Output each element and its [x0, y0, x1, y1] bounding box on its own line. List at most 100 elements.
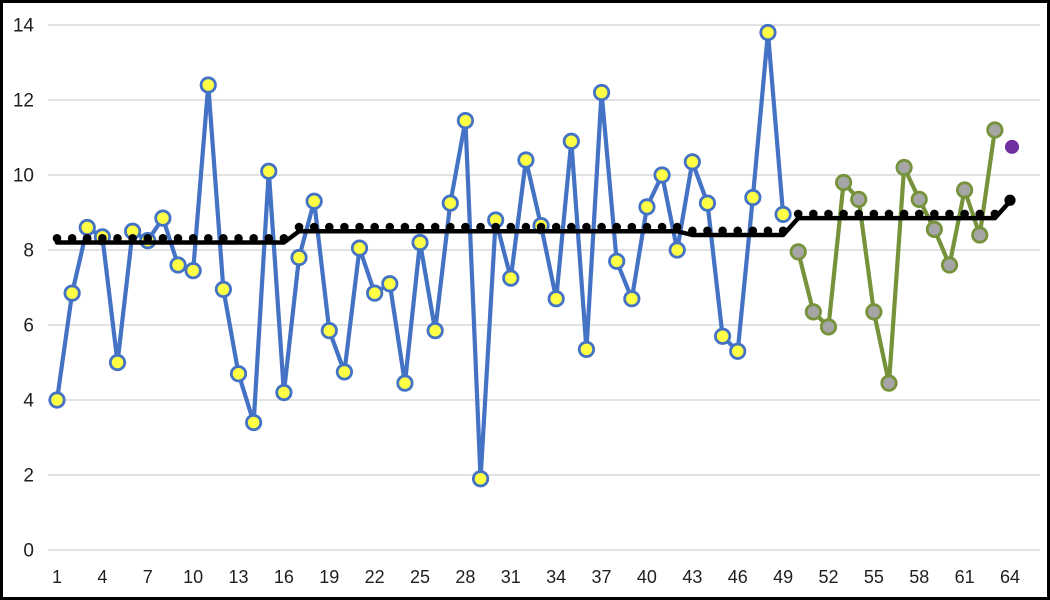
reference-line-dot — [672, 222, 682, 232]
reference-line-dot — [567, 222, 576, 232]
data-point-marker — [78, 218, 96, 237]
data-point-marker — [184, 262, 202, 280]
x-tick-label: 43 — [682, 567, 702, 587]
reference-line-dot — [793, 209, 803, 219]
reference-line-dot — [642, 222, 652, 232]
data-point-marker — [305, 192, 323, 210]
reference-line-dot — [960, 209, 969, 219]
data-point-marker — [366, 284, 384, 302]
reference-line-dot — [612, 222, 621, 232]
data-point-marker — [608, 252, 626, 270]
reference-line-dot — [945, 209, 954, 219]
x-tick-label: 55 — [864, 567, 884, 587]
data-point-marker — [396, 374, 414, 392]
x-tick-label: 46 — [728, 567, 748, 587]
reference-line-dot — [884, 209, 894, 219]
x-tick-label: 31 — [501, 567, 521, 587]
reference-line-dot — [430, 222, 440, 232]
reference-line-dot — [718, 226, 727, 236]
reference-line-dot — [748, 226, 758, 236]
data-point-marker — [850, 190, 868, 208]
single-point-marker — [1005, 139, 1020, 154]
x-tick-label: 40 — [637, 567, 657, 587]
reference-line-dot — [82, 234, 92, 243]
data-point-marker — [275, 383, 293, 402]
reference-line-dot — [491, 222, 500, 232]
reference-line-dot — [98, 234, 107, 243]
reference-line-dot — [521, 222, 531, 232]
x-tick-label: 1 — [52, 567, 62, 587]
reference-line-dot — [67, 234, 77, 243]
reference-line-dot — [551, 222, 561, 232]
series-phase-1-blue-line-yellow-markers — [48, 23, 792, 488]
reference-line-dot — [219, 234, 228, 243]
y-tick-label: 12 — [13, 91, 34, 112]
reference-line-dot — [370, 222, 379, 232]
reference-line-dot — [203, 234, 213, 243]
reference-line-dot — [930, 209, 939, 219]
reference-line-dot — [582, 222, 591, 232]
reference-line-dot — [763, 226, 773, 236]
reference-line-dot — [158, 234, 168, 243]
data-point-marker — [517, 151, 535, 169]
y-tick-label: 14 — [13, 16, 35, 37]
data-point-marker — [199, 76, 217, 94]
data-point-marker — [154, 209, 172, 227]
x-tick-label: 16 — [274, 567, 294, 587]
data-point-marker — [819, 318, 838, 336]
data-point-marker — [411, 233, 429, 252]
series-isolated-purple-point — [1005, 139, 1020, 154]
x-tick-label: 34 — [546, 567, 566, 587]
x-tick-label: 4 — [97, 567, 107, 587]
data-point-marker — [956, 181, 974, 199]
data-point-marker — [48, 391, 66, 409]
data-point-marker — [729, 342, 747, 360]
data-point-marker — [245, 413, 263, 432]
y-tick-label: 2 — [23, 466, 34, 487]
x-tick-label: 22 — [365, 567, 385, 587]
data-point-marker — [441, 194, 459, 212]
y-axis-tick-labels: 0 2 4 6 8 10 12 14 — [13, 16, 35, 562]
reference-line-dot — [899, 209, 909, 219]
series-line — [796, 127, 997, 386]
data-point-marker — [971, 226, 989, 244]
x-tick-label: 49 — [773, 567, 793, 587]
data-point-marker — [214, 280, 232, 298]
data-point-marker — [713, 327, 732, 345]
reference-line-dot — [188, 234, 198, 243]
data-point-marker — [880, 374, 898, 392]
data-point-marker — [381, 275, 399, 293]
y-tick-label: 8 — [23, 241, 34, 262]
reference-line-dot — [385, 222, 395, 232]
data-point-marker — [169, 256, 187, 274]
x-axis-tick-labels: 1 4 7 10 13 16 19 22 25 28 31 34 37 40 43 46 49 52 55 58 61 6… — [52, 567, 1020, 587]
data-point-marker — [835, 173, 853, 192]
data-point-marker — [577, 340, 596, 358]
reference-line-dot — [249, 234, 258, 243]
reference-line-dot — [355, 222, 364, 232]
reference-line-dot — [688, 226, 697, 236]
data-point-marker — [592, 83, 611, 102]
data-point-marker — [320, 322, 338, 340]
data-point-marker — [562, 132, 580, 150]
reference-line-dot — [914, 209, 924, 219]
reference-line-dot — [536, 222, 546, 232]
reference-line-dot — [461, 222, 470, 232]
data-point-marker — [668, 241, 686, 259]
reference-line-dot — [279, 234, 289, 243]
data-point-marker — [683, 153, 701, 171]
data-point-marker — [804, 303, 822, 321]
reference-line-dot — [657, 222, 667, 232]
data-point-marker — [910, 190, 928, 208]
data-point-marker — [623, 290, 641, 308]
x-tick-label: 7 — [143, 567, 153, 587]
data-point-marker — [940, 256, 959, 274]
data-point-marker — [456, 112, 475, 130]
data-point-marker — [426, 322, 444, 340]
reference-line-dot — [309, 222, 319, 232]
reference-line-dot — [128, 234, 137, 243]
data-point-marker — [108, 353, 127, 372]
x-tick-label: 52 — [818, 567, 838, 587]
